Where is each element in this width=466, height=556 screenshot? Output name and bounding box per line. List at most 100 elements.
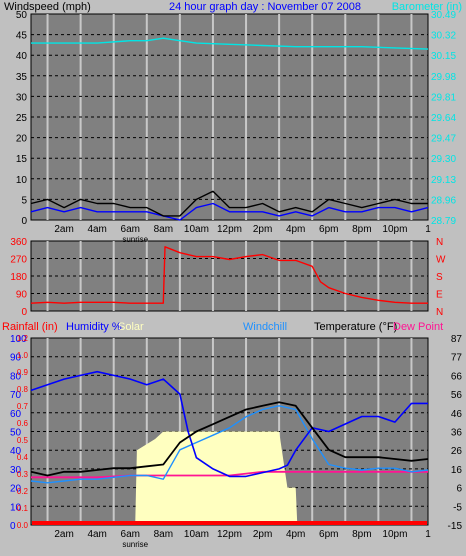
- windspeed-tick-label: 25: [16, 113, 28, 124]
- windspeed-tick-label: 40: [16, 51, 28, 62]
- humidity-tick-label: 30: [10, 465, 22, 476]
- humidity-tick-label: 60: [10, 409, 22, 420]
- barometer-tick-label: 30.32: [431, 31, 456, 42]
- temperature-tick-label: -5: [453, 502, 462, 513]
- humidity-tick-label: 10: [10, 502, 22, 513]
- barometer-tick-label: 29.98: [431, 72, 456, 83]
- time-tick-label: 6pm: [319, 224, 338, 235]
- barometer-tick-label: 29.64: [431, 113, 456, 124]
- humidity-line: [30, 370, 428, 478]
- time-tick-label: 8pm: [352, 529, 371, 540]
- direction-tick-label: 0: [21, 307, 27, 318]
- temperature-tick-label: 36: [451, 428, 463, 439]
- windchill-legend: Windchill: [243, 321, 287, 333]
- barometer-tick-label: 28.79: [431, 216, 456, 227]
- rain-tick-label: 0.3: [17, 470, 29, 479]
- time-tick-label: 2pm: [253, 529, 272, 540]
- barometer-tick-label: 28.96: [431, 195, 456, 206]
- temperature-tick-label: 6: [456, 484, 462, 495]
- windspeed-tick-label: 5: [21, 195, 27, 206]
- time-tick-label: 6am: [121, 224, 140, 235]
- barometer-tick-label: 29.47: [431, 134, 456, 145]
- sunrise-label: sunrise: [122, 235, 148, 244]
- sunrise-label: sunrise: [122, 540, 148, 549]
- rain-tick-label: 1.0: [17, 351, 29, 360]
- temperature-tick-label: 56: [451, 390, 463, 401]
- compass-tick-label: N: [436, 307, 443, 318]
- time-tick-label: 4am: [87, 529, 106, 540]
- windspeed-tick-label: 20: [16, 134, 28, 145]
- rain-tick-label: 0.1: [17, 504, 29, 513]
- axis-labels: 0510152025303540455028.7928.9629.1329.30…: [10, 10, 462, 549]
- rain-tick-label: 0.4: [17, 453, 29, 462]
- compass-tick-label: W: [436, 255, 446, 266]
- rainfall-legend: Rainfall (in): [2, 321, 58, 333]
- humidity-tick-label: 80: [10, 371, 22, 382]
- time-tick-label: 12pm: [217, 224, 242, 235]
- compass-tick-label: S: [436, 272, 443, 283]
- compass-tick-label: E: [436, 290, 443, 301]
- barometer-tick-label: 30.15: [431, 51, 456, 62]
- temperature-tick-label: 16: [451, 465, 463, 476]
- rain-tick-label: 0.5: [17, 436, 29, 445]
- humidity-tick-label: 0: [10, 521, 16, 532]
- solar-area: [135, 431, 298, 525]
- temperature-legend: Temperature (°F): [314, 321, 397, 333]
- humidity-tick-label: 90: [10, 353, 22, 364]
- barometer-line: [31, 37, 429, 50]
- windspeed-label: Windspeed (mph): [4, 1, 91, 13]
- time-tick-label: 4am: [87, 224, 106, 235]
- gust-line: [30, 202, 429, 221]
- humidity-tick-label: 50: [10, 428, 22, 439]
- windchill-line: [30, 405, 429, 484]
- windspeed-line: [30, 190, 428, 217]
- rainfall-bar: [32, 521, 427, 525]
- time-tick-label: 10pm: [382, 224, 407, 235]
- time-tick-label: 4pm: [286, 224, 305, 235]
- humidity-tick-label: 70: [10, 390, 22, 401]
- humidity-legend: Humidity %: [66, 321, 122, 333]
- temperature-tick-label: 46: [451, 409, 463, 420]
- rain-tick-label: 0.0: [17, 521, 29, 530]
- compass-tick-label: N: [436, 237, 443, 248]
- wind-direction-line: [30, 246, 428, 304]
- direction-tick-label: 270: [10, 255, 27, 266]
- time-tick-label: 2pm: [253, 224, 272, 235]
- time-tick-label: 8pm: [352, 224, 371, 235]
- windspeed-tick-label: 0: [21, 216, 27, 227]
- rain-tick-label: 0.6: [17, 419, 29, 428]
- graph-title: 24 hour graph day : November 07 2008: [169, 1, 361, 13]
- windspeed-tick-label: 30: [16, 92, 28, 103]
- barometer-label: Barometer (in): [392, 1, 462, 13]
- humidity-tick-label: 20: [10, 484, 22, 495]
- temperature-tick-label: 87: [451, 334, 463, 345]
- time-tick-label: 6pm: [319, 529, 338, 540]
- temperature-line: [30, 401, 429, 477]
- time-tick-label: 8am: [154, 224, 173, 235]
- time-tick-label: 12pm: [217, 529, 242, 540]
- time-tick-label: 1: [425, 224, 431, 235]
- time-tick-label: 6am: [121, 529, 140, 540]
- time-tick-label: 1: [425, 529, 431, 540]
- time-tick-label: 10pm: [382, 529, 407, 540]
- windspeed-tick-label: 50: [16, 10, 28, 21]
- time-tick-label: 10am: [184, 224, 209, 235]
- time-tick-label: 4pm: [286, 529, 305, 540]
- rain-tick-label: 0.2: [17, 487, 29, 496]
- windspeed-tick-label: 45: [16, 31, 28, 42]
- time-tick-label: 8am: [154, 529, 173, 540]
- barometer-tick-label: 30.49: [431, 10, 456, 21]
- windspeed-tick-label: 10: [16, 175, 28, 186]
- time-tick-label: 10am: [184, 529, 209, 540]
- time-tick-label: 2am: [54, 529, 73, 540]
- temperature-tick-label: 77: [451, 353, 463, 364]
- rain-tick-label: 0.9: [17, 368, 29, 377]
- rain-tick-label: 1.2: [17, 334, 29, 343]
- series-layer: [30, 37, 429, 525]
- solar-legend: Solar: [118, 321, 144, 333]
- barometer-tick-label: 29.13: [431, 175, 456, 186]
- temperature-tick-label: 66: [451, 371, 463, 382]
- temperature-tick-label: 26: [451, 446, 463, 457]
- dewpoint-legend: Dew Point: [393, 321, 443, 333]
